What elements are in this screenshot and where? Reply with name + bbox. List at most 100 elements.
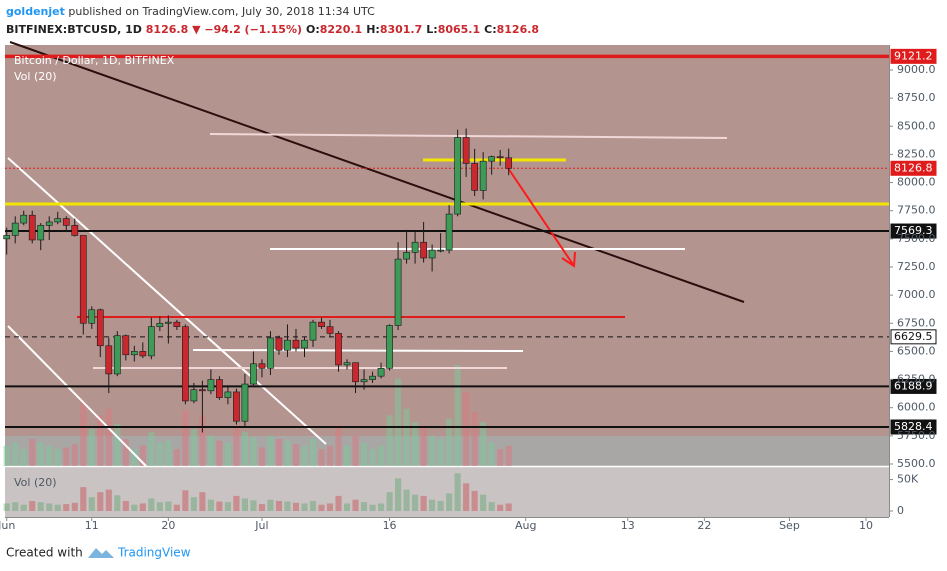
trendline	[7, 325, 147, 467]
drawings	[5, 41, 889, 467]
x-tick-label: 22	[697, 519, 711, 532]
volume-overlay-bar	[131, 449, 138, 466]
volume-bar	[233, 495, 240, 511]
volume-bar	[497, 504, 504, 511]
candle-body	[437, 249, 444, 252]
levels: 9121.2 8126.8 7569.3 6629.5 6188.9 5828.4	[5, 48, 937, 435]
candle-body	[37, 225, 45, 241]
ohlc-value: 8220.1	[320, 23, 362, 36]
volume-overlay-bar	[80, 401, 87, 466]
volume-bar	[377, 503, 385, 511]
volume-overlay-bar	[12, 442, 19, 466]
candle-body	[258, 363, 266, 369]
ohlc-value: 8301.7	[380, 23, 422, 36]
ohlc-key: H:	[366, 23, 380, 36]
volume-bar	[139, 503, 146, 511]
price-level-label: 5828.4	[894, 420, 933, 433]
volume-bar	[131, 504, 138, 511]
candle-body	[275, 337, 283, 351]
candle-body	[267, 337, 274, 369]
brand[interactable]: TradingView	[117, 546, 191, 560]
y-tick-label: 8500.0	[897, 119, 936, 132]
candle-body	[173, 321, 181, 327]
candle-body	[241, 383, 249, 422]
volume-overlay-bar	[122, 439, 129, 466]
candle-body	[420, 241, 427, 259]
price-level-badge	[890, 160, 937, 176]
volume-overlay-bar	[29, 439, 36, 466]
volume-bar	[199, 492, 206, 511]
volume-bar	[488, 502, 495, 511]
candle-body	[11, 222, 19, 236]
volume-bar	[250, 500, 257, 511]
volume-overlay-bar	[241, 432, 248, 466]
candle-body	[164, 321, 172, 324]
volume-overlay-bar	[216, 440, 223, 466]
candle-body	[343, 362, 351, 366]
volume-bar	[292, 502, 300, 511]
candle-body	[394, 258, 402, 326]
volume-overlay-bar	[335, 425, 342, 466]
volume-bar	[309, 500, 317, 511]
candle-body	[462, 137, 470, 164]
candle-body	[156, 322, 164, 327]
ohlc-key: O:	[306, 23, 320, 36]
candle-body	[309, 321, 317, 341]
volume-bar	[386, 492, 393, 511]
x-tick-label: Jun	[0, 519, 15, 532]
volume-bar	[335, 495, 342, 511]
volume-overlay-bar	[284, 440, 291, 466]
arrow	[507, 167, 576, 268]
resistance-line	[209, 133, 728, 139]
candle-body	[190, 389, 198, 402]
candle-body	[3, 235, 11, 240]
created-with: Created with	[6, 546, 83, 560]
ohlc-value: 8126.8	[497, 23, 539, 36]
volume-overlay-bar	[148, 432, 155, 466]
trendline	[7, 157, 327, 445]
candle-body	[335, 333, 342, 366]
ohlc-key: C:	[484, 23, 496, 36]
candle-body	[28, 214, 36, 241]
candle-body	[488, 156, 496, 162]
price-level-badge	[890, 223, 937, 239]
support-line	[192, 349, 524, 352]
volume-bar	[360, 502, 368, 511]
y-tick-label: 9000.0	[897, 63, 936, 76]
candles	[3, 128, 513, 433]
volume-bar	[352, 499, 359, 511]
volume-overlay-bar	[156, 442, 163, 466]
volume-bar	[326, 503, 334, 511]
volume-bar	[258, 504, 266, 511]
volume-bar	[301, 503, 308, 511]
volume-overlay-bar	[250, 437, 257, 466]
volume-bar	[284, 501, 291, 511]
author: goldenjet	[6, 5, 65, 18]
volume-bar	[46, 503, 53, 511]
ohlc-key: L:	[426, 23, 437, 36]
volume-overlay-bar	[233, 425, 240, 466]
volume-bar	[71, 502, 78, 511]
x-tick-label: Jul	[254, 519, 268, 532]
volume-overlay-bar	[403, 408, 410, 466]
x-tick-label: 20	[161, 519, 175, 532]
volume-bar	[224, 502, 231, 511]
y-tick-label: 8750.0	[897, 91, 936, 104]
y-tick-label: 6500.0	[897, 344, 936, 357]
volume-bar	[412, 494, 419, 511]
candle-body	[352, 362, 359, 383]
volume-bar	[207, 499, 214, 511]
candle-body	[45, 221, 53, 226]
volume-bar	[63, 504, 70, 511]
volume-bar	[420, 495, 427, 511]
volume-bar	[318, 504, 325, 511]
x-tick-label: 13	[621, 519, 635, 532]
published: published on TradingView.com, July 30, 2…	[68, 5, 375, 18]
candle-body	[386, 325, 393, 369]
candle-body	[207, 379, 215, 392]
candle-body	[445, 213, 453, 251]
y-tick-label: 6000.0	[897, 401, 936, 414]
last-price: 8126.8	[146, 23, 188, 36]
